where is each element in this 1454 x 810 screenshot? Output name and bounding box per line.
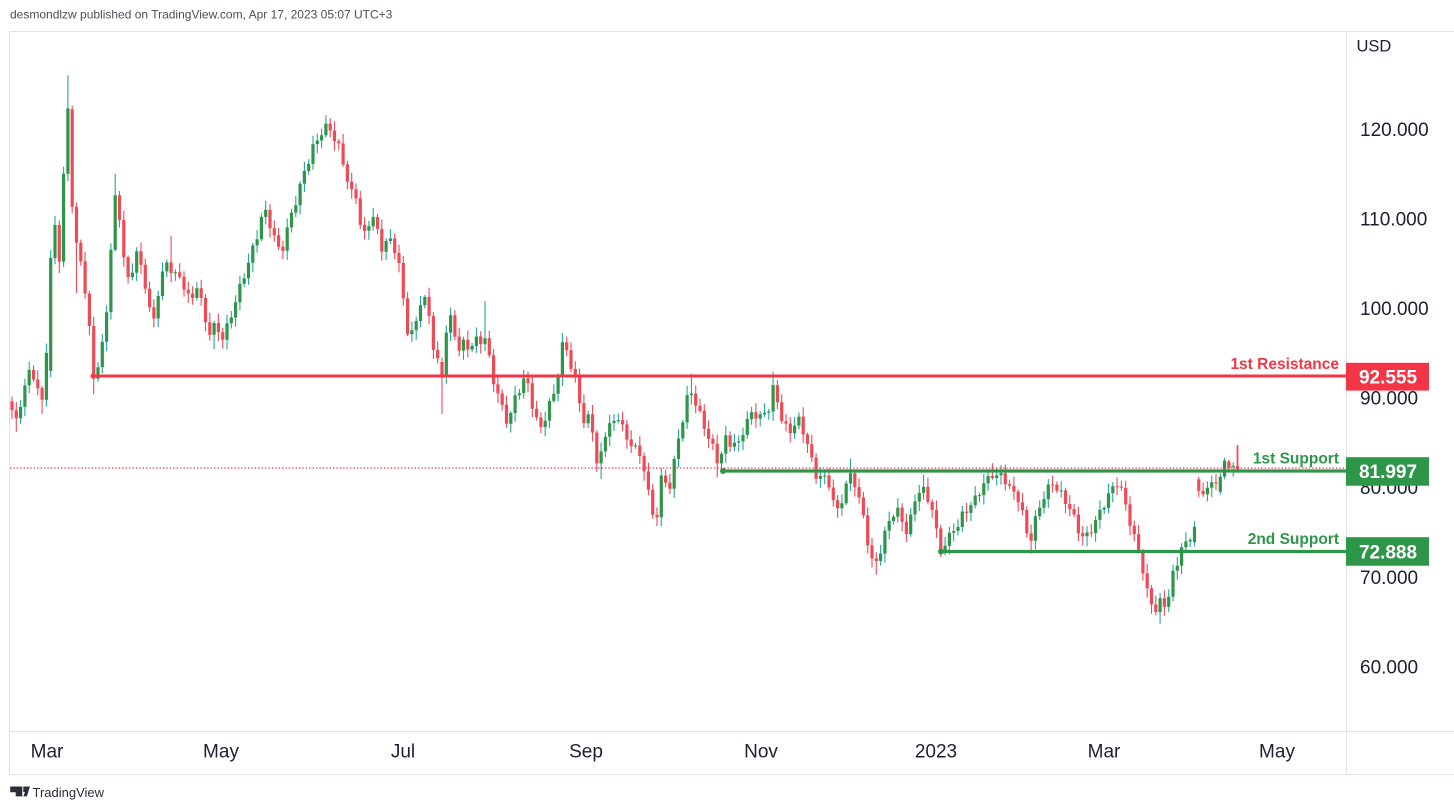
svg-text:Sep: Sep	[569, 742, 603, 763]
svg-text:110.000: 110.000	[1360, 209, 1427, 230]
svg-text:Mar: Mar	[31, 742, 64, 763]
svg-text:May: May	[203, 742, 239, 763]
svg-text:1st Resistance: 1st Resistance	[1230, 356, 1339, 373]
svg-text:USD: USD	[1357, 38, 1392, 56]
svg-text:81.997: 81.997	[1359, 462, 1417, 483]
svg-text:Nov: Nov	[744, 742, 778, 763]
svg-text:70.000: 70.000	[1360, 568, 1418, 589]
svg-text:Mar: Mar	[1088, 742, 1121, 763]
svg-text:desmondlzw published on Tradin: desmondlzw published on TradingView.com,…	[10, 8, 393, 22]
svg-text:2023: 2023	[915, 742, 957, 763]
svg-text:Jul: Jul	[391, 742, 415, 763]
svg-text:100.000: 100.000	[1360, 299, 1429, 320]
svg-text:May: May	[1259, 742, 1295, 763]
svg-text:60.000: 60.000	[1360, 657, 1418, 678]
svg-text:TradingView: TradingView	[33, 785, 105, 800]
svg-text:92.555: 92.555	[1359, 367, 1418, 388]
svg-text:90.000: 90.000	[1360, 389, 1418, 410]
svg-text:1st Support: 1st Support	[1253, 451, 1339, 468]
svg-text:72.888: 72.888	[1359, 542, 1417, 563]
svg-text:120.000: 120.000	[1360, 120, 1429, 141]
svg-text:2nd Support: 2nd Support	[1248, 531, 1339, 548]
